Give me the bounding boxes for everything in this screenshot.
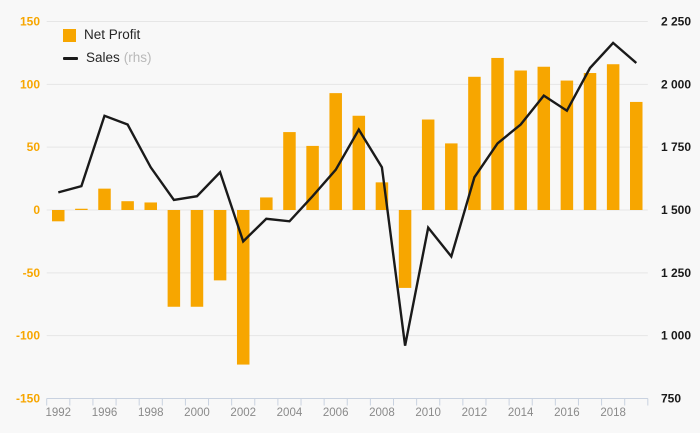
legend: Net Profit Sales (rhs) bbox=[63, 28, 152, 65]
net-profit-bar bbox=[352, 115, 366, 210]
left-axis-tick-label: -150 bbox=[16, 392, 40, 406]
right-axis-tick-label: 2 250 bbox=[661, 15, 691, 29]
legend-item-sales: Sales (rhs) bbox=[63, 51, 152, 65]
x-axis-tick-label: 1998 bbox=[138, 407, 164, 419]
net-profit-bar bbox=[213, 210, 227, 281]
net-profit-bar bbox=[560, 80, 574, 211]
left-axis-tick-label: 0 bbox=[33, 203, 40, 217]
x-axis-tick-label: 1996 bbox=[92, 407, 118, 419]
legend-item-net-profit: Net Profit bbox=[63, 28, 152, 42]
net-profit-bar bbox=[468, 76, 481, 210]
net-profit-bar bbox=[190, 210, 204, 307]
net-profit-bar bbox=[421, 119, 435, 210]
x-axis-tick-label: 2002 bbox=[230, 407, 256, 419]
right-axis-tick-label: 2 000 bbox=[661, 77, 691, 91]
left-axis-tick-label: 50 bbox=[27, 140, 41, 154]
sales-line bbox=[57, 41, 638, 346]
sales-line-swatch-icon bbox=[63, 56, 78, 60]
legend-net-profit-label: Net Profit bbox=[84, 27, 141, 42]
net-profit-bar bbox=[583, 73, 597, 210]
net-profit-bar bbox=[167, 210, 181, 307]
net-profit-bar bbox=[121, 201, 134, 210]
net-profit-bar bbox=[514, 70, 527, 210]
x-axis-tick-label: 2008 bbox=[369, 407, 395, 419]
left-axis-tick-label: 100 bbox=[20, 77, 40, 91]
right-axis-tick-label: 1 500 bbox=[661, 203, 691, 217]
net-profit-bar bbox=[445, 143, 458, 210]
x-axis-tick-label: 1992 bbox=[45, 407, 71, 419]
left-axis-tick-label: -100 bbox=[16, 329, 40, 343]
x-axis-tick-label: 2010 bbox=[415, 407, 441, 419]
left-axis-tick-label: 150 bbox=[20, 15, 40, 29]
left-axis-tick-label: -50 bbox=[23, 266, 41, 280]
net-profit-bar bbox=[52, 210, 65, 222]
net-profit-bar bbox=[260, 197, 273, 210]
net-profit-bar bbox=[491, 57, 504, 211]
legend-rhs-label: (rhs) bbox=[123, 50, 152, 65]
right-axis-tick-label: 1 000 bbox=[661, 329, 691, 343]
x-axis-tick-label: 2012 bbox=[462, 407, 488, 419]
net-profit-bar bbox=[236, 210, 250, 365]
net-profit-bar bbox=[630, 101, 643, 210]
net-profit-swatch-icon bbox=[63, 28, 76, 42]
x-axis-tick-label: 2014 bbox=[508, 407, 534, 419]
net-profit-bar bbox=[537, 66, 551, 211]
x-axis-tick-label: 2006 bbox=[323, 407, 349, 419]
net-profit-bar bbox=[329, 93, 342, 210]
net-profit-bar bbox=[398, 210, 412, 288]
x-axis-tick-label: 2000 bbox=[184, 407, 210, 419]
net-profit-bar bbox=[75, 208, 88, 210]
net-profit-bar bbox=[98, 188, 111, 210]
x-axis-tick-label: 2016 bbox=[554, 407, 580, 419]
legend-sales-label: Sales (rhs) bbox=[86, 50, 152, 65]
net-profit-bar bbox=[283, 132, 296, 210]
right-axis-tick-label: 1 250 bbox=[661, 266, 691, 280]
right-axis-tick-label: 1 750 bbox=[661, 140, 691, 154]
x-axis-tick-label: 2004 bbox=[277, 407, 303, 419]
net-profit-bar bbox=[606, 64, 620, 210]
right-axis-tick-label: 750 bbox=[661, 392, 681, 406]
net-profit-bar bbox=[144, 202, 157, 210]
x-axis-tick-label: 2018 bbox=[600, 407, 626, 419]
